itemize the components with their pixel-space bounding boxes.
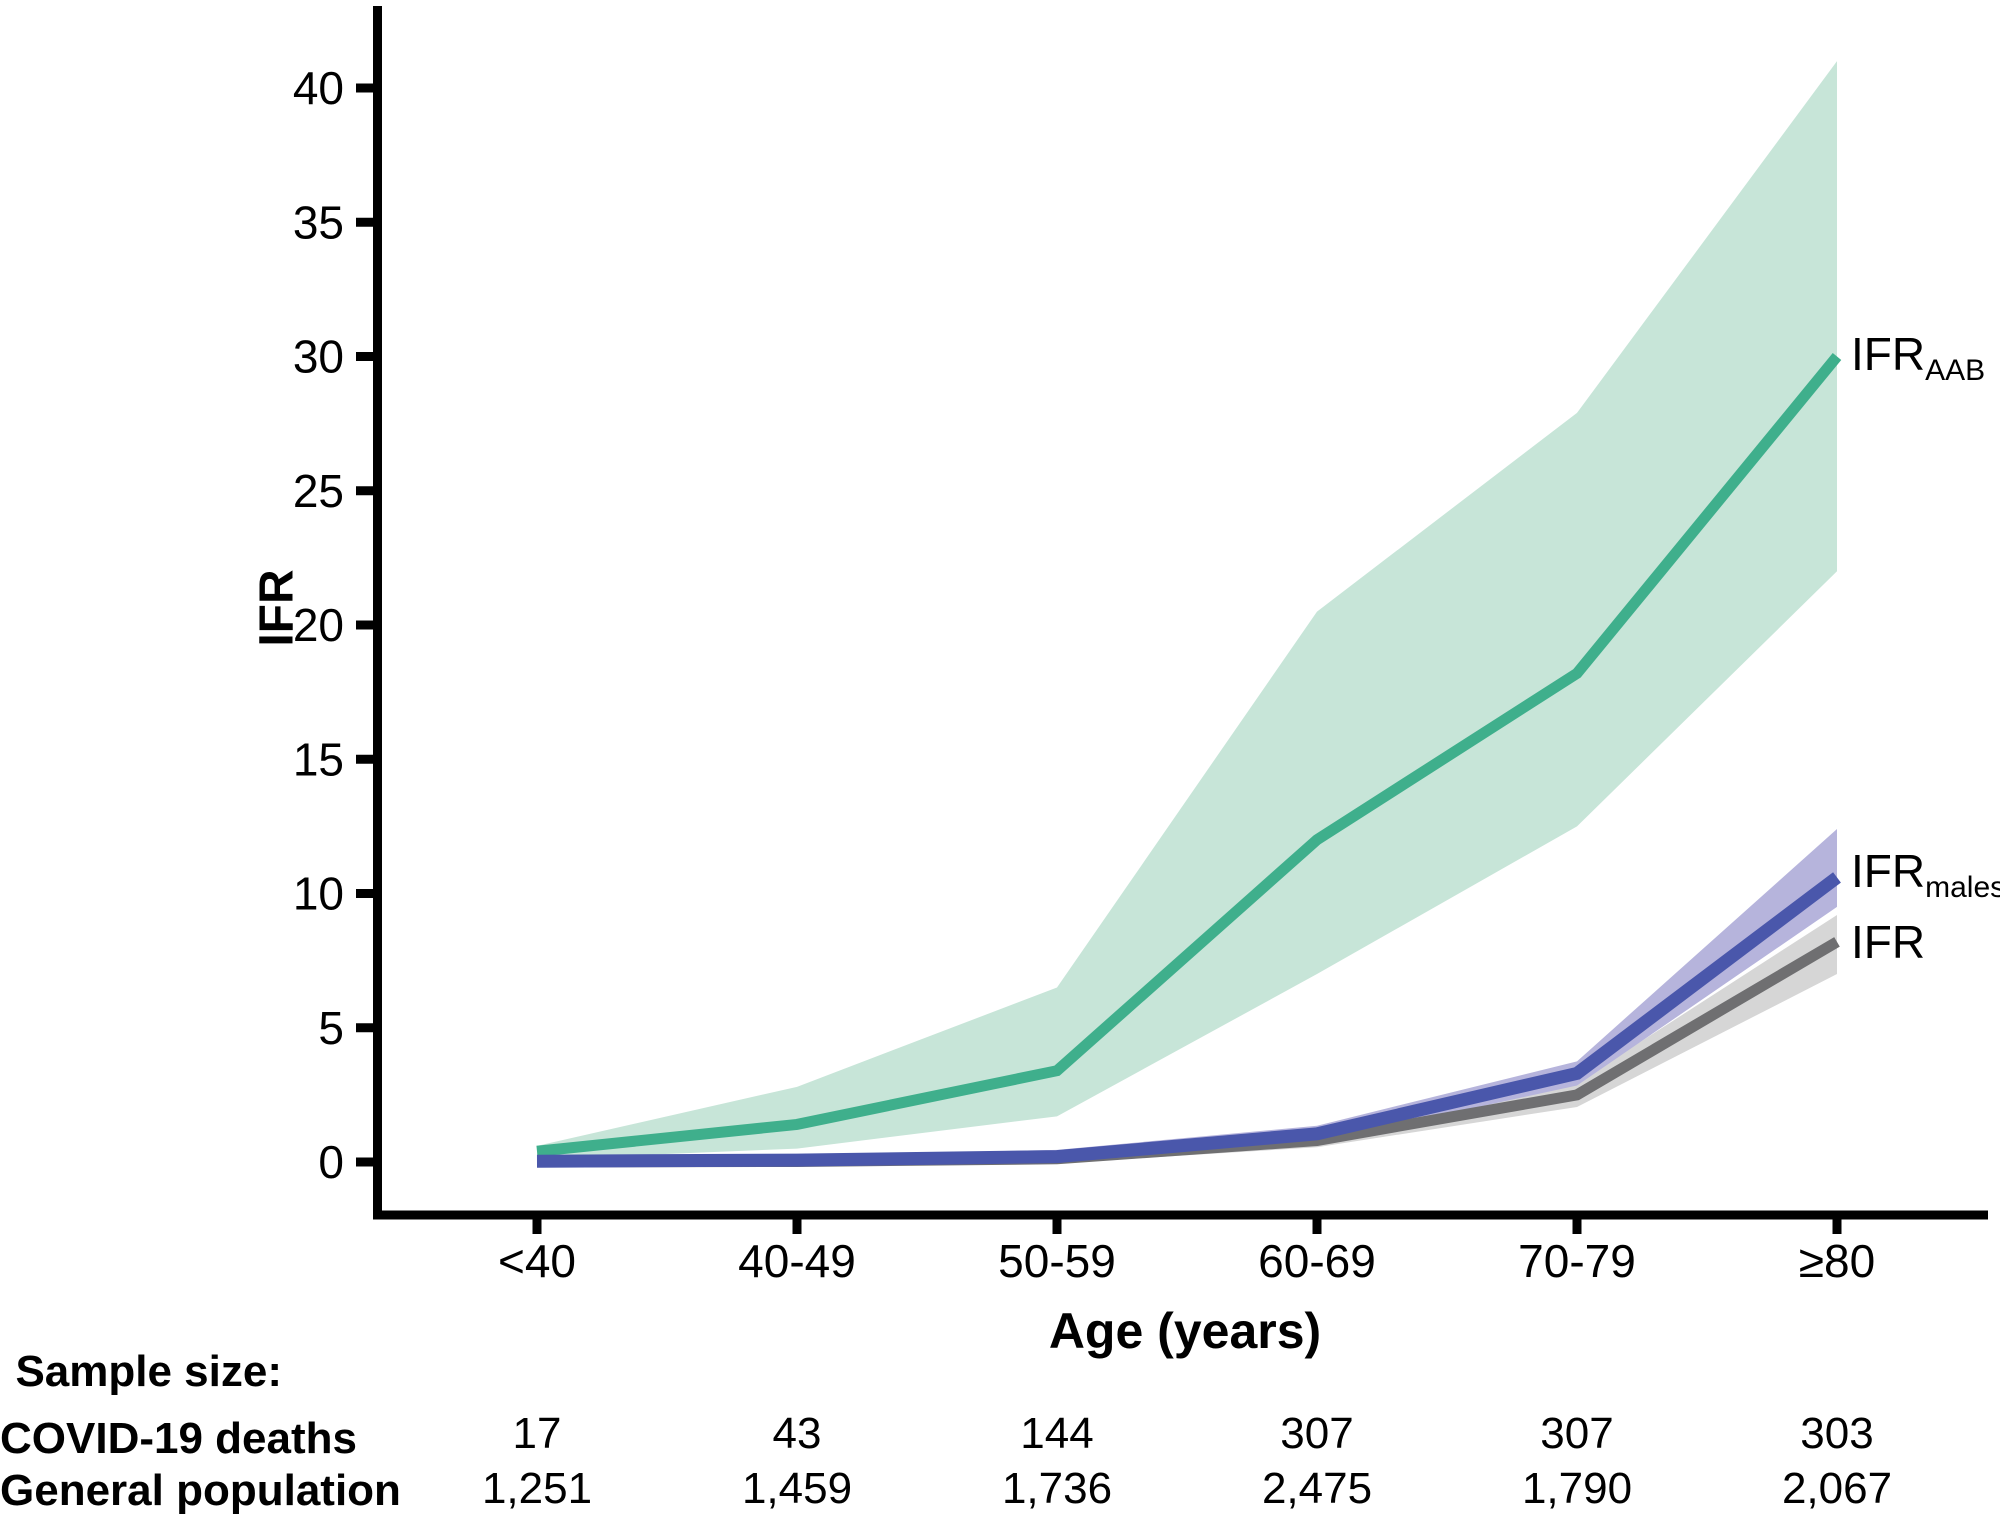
- table-row-label-population: General population: [0, 1466, 401, 1515]
- x-axis-title: Age (years): [1048, 1303, 1322, 1359]
- sample-size-value: 1,251: [481, 1464, 593, 1513]
- x-tick-label: 60-69: [1258, 1235, 1376, 1287]
- x-tick-label: <40: [498, 1235, 576, 1287]
- sample-size-value: 2,067: [1781, 1464, 1893, 1513]
- y-tick-label: 0: [318, 1136, 344, 1188]
- sample-size-value: 1,736: [1001, 1464, 1113, 1513]
- sample-size-value: 307: [1540, 1409, 1614, 1458]
- x-tick-label: 50-59: [998, 1235, 1116, 1287]
- sample-size-value: 17: [512, 1409, 562, 1458]
- y-tick-label: 10: [293, 868, 344, 920]
- sample-size-value: 1,459: [741, 1464, 853, 1513]
- series-label-ifr-overall-main: IFR: [1851, 916, 1926, 968]
- series-label-ifr-aab-main: IFR: [1851, 328, 1926, 380]
- y-tick-label: 40: [293, 62, 344, 114]
- series-label-ifr-aab-sub: AAB: [1925, 354, 1986, 387]
- y-axis-title: IFR: [250, 569, 304, 647]
- sample-size-value: 303: [1800, 1409, 1874, 1458]
- ci-band-ifr_males: [537, 829, 1837, 1167]
- sample-size-value: 1,790: [1521, 1464, 1633, 1513]
- sample-size-value: 43: [772, 1409, 822, 1458]
- y-tick-label: 25: [293, 465, 344, 517]
- sample-size-value: 307: [1280, 1409, 1354, 1458]
- series-label-ifr-overall: IFR: [1851, 915, 1925, 969]
- ci-band-ifr_aab: [537, 61, 1837, 1160]
- x-tick-label: 70-79: [1518, 1235, 1636, 1287]
- y-tick-label: 35: [293, 196, 344, 248]
- sample-size-title: Sample size:: [15, 1347, 282, 1396]
- y-tick-label: 20: [293, 599, 344, 651]
- series-label-ifr-aab: IFRAAB: [1851, 327, 1985, 388]
- x-tick-label: 40-49: [738, 1235, 856, 1287]
- y-tick-label: 30: [293, 331, 344, 383]
- sample-size-value: 144: [1020, 1409, 1094, 1458]
- series-label-ifr-males-sub: males: [1925, 871, 2000, 904]
- series-label-ifr-males-main: IFR: [1851, 845, 1926, 897]
- line-ifr_males: [536, 872, 1841, 1168]
- y-tick-label: 5: [318, 1002, 344, 1054]
- table-row-label-deaths: COVID-19 deaths: [0, 1414, 357, 1463]
- y-tick-label: 15: [293, 733, 344, 785]
- line-ifr_aab: [536, 353, 1842, 1157]
- series-label-ifr-males: IFRmales: [1851, 844, 2000, 905]
- sample-size-value: 2,475: [1261, 1464, 1373, 1513]
- x-tick-label: ≥80: [1799, 1235, 1875, 1287]
